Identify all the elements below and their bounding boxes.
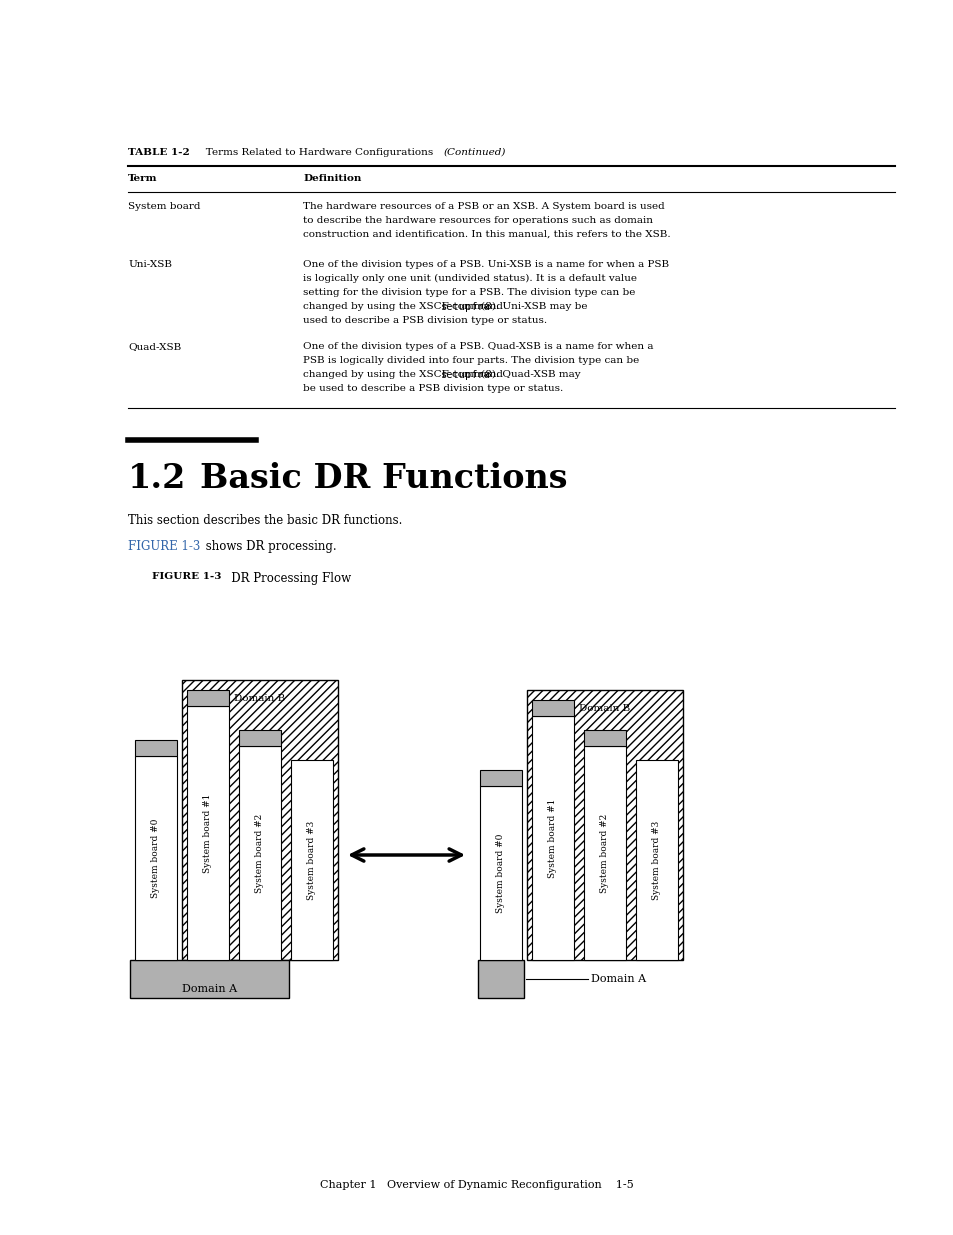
Text: System board #3: System board #3 [652,820,660,899]
Text: (8). Uni-XSB may be: (8). Uni-XSB may be [481,303,587,311]
Text: Domain B: Domain B [234,694,285,703]
Text: One of the division types of a PSB. Quad-XSB is a name for when a: One of the division types of a PSB. Quad… [303,342,653,351]
Bar [239,746,281,960]
Text: The hardware resources of a PSB or an XSB. A System board is used: The hardware resources of a PSB or an XS… [303,203,664,211]
Bar [532,716,574,960]
Text: System board #2: System board #2 [255,814,264,893]
Text: is logically only one unit (undivided status). It is a default value: is logically only one unit (undivided st… [303,274,637,283]
Text: Domain A: Domain A [182,984,236,994]
Text: changed by using the XSCF command: changed by using the XSCF command [303,303,506,311]
Text: One of the division types of a PSB. Uni-XSB is a name for when a PSB: One of the division types of a PSB. Uni-… [303,261,668,269]
Bar [479,769,521,785]
Text: System board #2: System board #2 [599,814,609,893]
Bar [130,960,289,998]
Text: System board: System board [128,203,200,211]
Text: This section describes the basic DR functions.: This section describes the basic DR func… [128,514,402,527]
Text: Chapter 1   Overview of Dynamic Reconfiguration    1-5: Chapter 1 Overview of Dynamic Reconfigur… [320,1179,633,1191]
Bar [239,730,281,746]
Text: Domain A: Domain A [590,974,645,984]
Text: FIGURE 1-3: FIGURE 1-3 [128,540,200,553]
Text: shows DR processing.: shows DR processing. [202,540,336,553]
Bar [135,756,177,960]
Text: System board #1: System board #1 [548,798,557,878]
Bar [532,700,574,716]
Text: Domain B: Domain B [578,704,630,713]
Text: construction and identification. In this manual, this refers to the XSB.: construction and identification. In this… [303,230,670,240]
Bar [135,740,177,756]
Bar [583,746,625,960]
Bar [636,760,678,960]
Bar [477,960,523,998]
Text: FIGURE 1-3: FIGURE 1-3 [152,572,221,580]
Text: setupfru: setupfru [440,370,490,380]
Text: DR Processing Flow: DR Processing Flow [220,572,351,585]
Bar [187,706,229,960]
Bar [583,730,625,746]
Text: TABLE 1-2: TABLE 1-2 [128,148,190,157]
Text: setupfru: setupfru [440,303,490,312]
Bar [187,690,229,706]
Text: Terms Related to Hardware Configurations: Terms Related to Hardware Configurations [195,148,436,157]
Text: (Continued): (Continued) [443,148,506,157]
Bar [291,760,333,960]
Bar [479,785,521,960]
Text: System board #0: System board #0 [496,834,505,913]
Text: changed by using the XSCF command: changed by using the XSCF command [303,370,506,379]
Text: System board #0: System board #0 [152,819,160,898]
Text: Basic DR Functions: Basic DR Functions [200,462,567,495]
Text: PSB is logically divided into four parts. The division type can be: PSB is logically divided into four parts… [303,356,639,366]
Text: System board #3: System board #3 [307,820,316,899]
Text: Quad-XSB: Quad-XSB [128,342,181,351]
Text: Term: Term [128,174,157,183]
Bar [526,690,682,960]
Text: 1.2: 1.2 [128,462,186,495]
Text: be used to describe a PSB division type or status.: be used to describe a PSB division type … [303,384,562,393]
Text: Uni-XSB: Uni-XSB [128,261,172,269]
Text: (8). Quad-XSB may: (8). Quad-XSB may [481,370,580,379]
Text: Definition: Definition [303,174,361,183]
Text: setting for the division type for a PSB. The division type can be: setting for the division type for a PSB.… [303,288,635,296]
Text: used to describe a PSB division type or status.: used to describe a PSB division type or … [303,316,547,325]
Text: System board #1: System board #1 [203,793,213,873]
Text: to describe the hardware resources for operations such as domain: to describe the hardware resources for o… [303,216,652,225]
Bar [182,680,337,960]
